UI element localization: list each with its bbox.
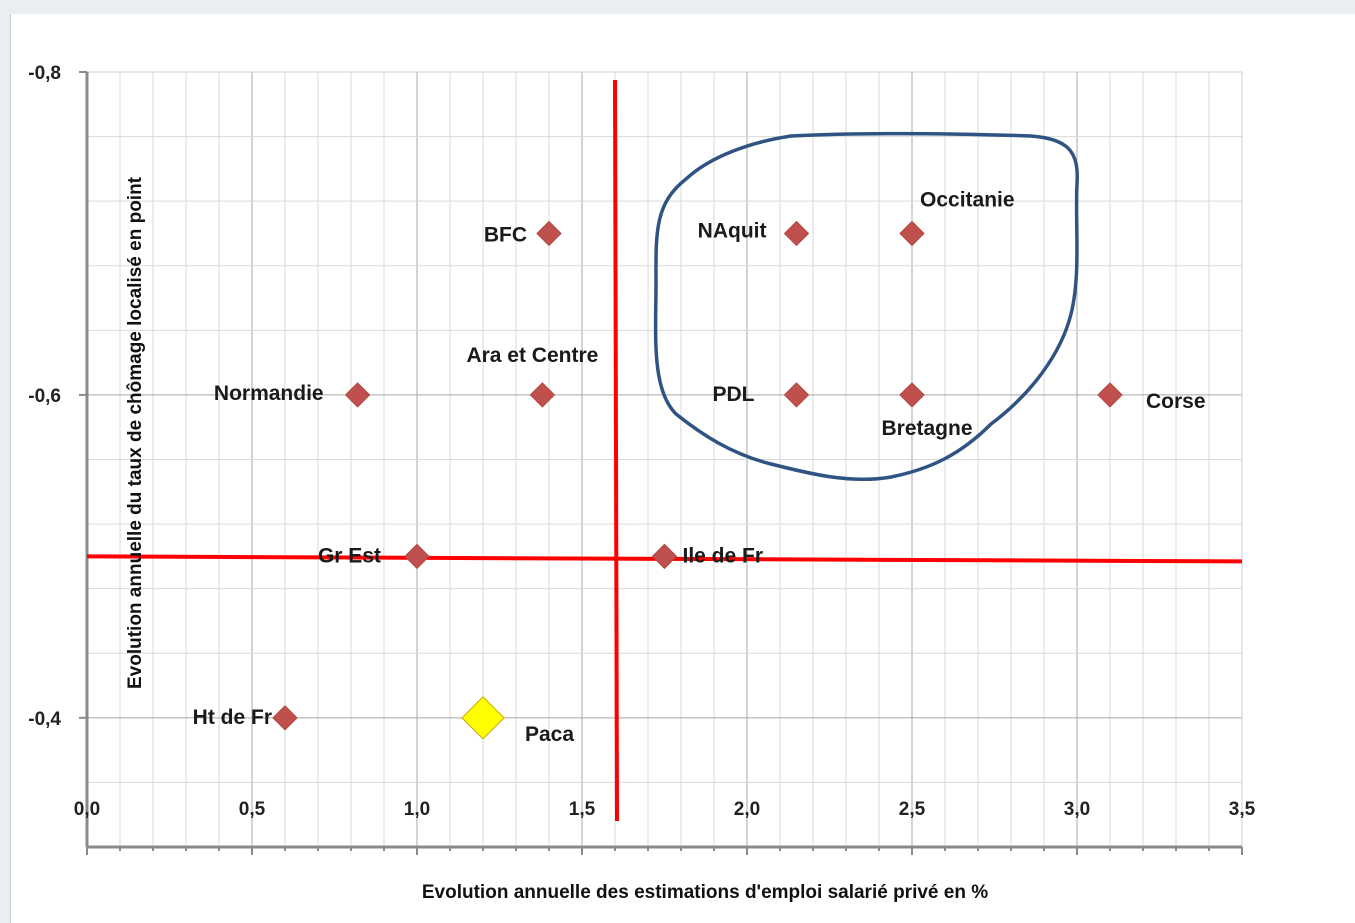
x-tick-label: 3,5: [1229, 799, 1256, 820]
y-tick-label: -0,6: [28, 386, 61, 407]
point-bretagne: [899, 382, 925, 408]
x-tick-label: 1,5: [569, 799, 596, 820]
x-tick-label: 3,0: [1064, 799, 1090, 820]
x-tick-label: 2,5: [899, 799, 926, 820]
label-bretagne: Bretagne: [881, 417, 972, 440]
point-occitanie: [899, 220, 925, 247]
hand-drawn-outline: [653, 131, 1079, 482]
x-tick-label: 0,5: [239, 799, 266, 820]
x-tick-label: 1,0: [404, 799, 430, 820]
axes: [79, 71, 1243, 855]
y-tick-label: -0,8: [28, 63, 61, 84]
point-paca: [461, 696, 505, 740]
label-naquit: NAquit: [698, 219, 767, 242]
point-ara-et-centre: [529, 382, 556, 408]
label-bfc: BFC: [484, 223, 527, 246]
chart-frame: BFC NAquit Occitanie Normandie Ara et Centre…: [10, 14, 1355, 923]
point-ht-de-fr: [272, 705, 298, 731]
point-corse: [1097, 382, 1123, 408]
label-normandie: Normandie: [214, 382, 324, 405]
point-naquit: [783, 220, 810, 247]
x-axis-title: Evolution annuelle des estimations d'emp…: [422, 882, 988, 903]
point-normandie: [344, 382, 371, 408]
tick-labels: 0,0 0,5 1,0 1,5 2,0 2,5 3,0 3,5 -0,8 -0,6 -0,4: [28, 63, 1255, 820]
label-occitanie: Occitanie: [920, 188, 1015, 211]
label-ara-et-centre: Ara et Centre: [466, 344, 598, 367]
label-corse: Corse: [1146, 390, 1206, 413]
scatter-chart: BFC NAquit Occitanie Normandie Ara et Centre…: [28, 63, 1255, 903]
x-tick-label: 2,0: [734, 799, 760, 820]
label-paca: Paca: [525, 723, 574, 746]
point-labels: BFC NAquit Occitanie Normandie Ara et Centre…: [193, 188, 1206, 745]
y-tick-label: -0,4: [28, 709, 61, 730]
label-ile-de-fr: Ile de Fr: [683, 544, 764, 567]
point-bfc: [536, 220, 562, 247]
data-points: [272, 220, 1123, 740]
point-pdl: [783, 382, 810, 408]
point-gr-est: [404, 543, 430, 570]
annotation: [653, 131, 1079, 482]
grid: [87, 71, 1243, 848]
x-tick-label: 0,0: [74, 799, 100, 820]
label-pdl: PDL: [713, 383, 755, 406]
label-ht-de-fr: Ht de Fr: [193, 706, 272, 729]
label-gr-est: Gr Est: [318, 544, 381, 567]
point-ile-de-fr: [651, 543, 678, 570]
y-axis-title: Evolution annuelle du taux de chômage lo…: [125, 176, 146, 689]
vertical-reference-line: [613, 79, 619, 822]
